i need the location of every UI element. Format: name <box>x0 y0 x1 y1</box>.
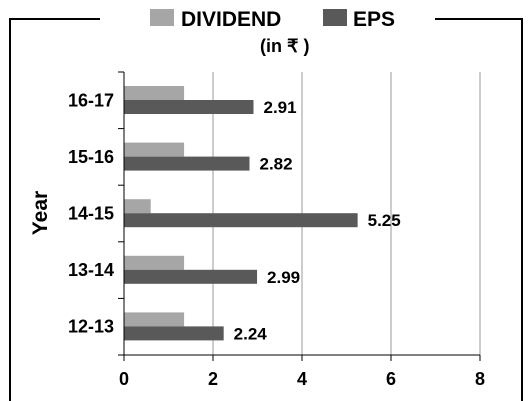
data-label-eps: 5.25 <box>368 211 401 230</box>
bars <box>124 86 358 341</box>
data-label-eps: 2.24 <box>234 324 268 343</box>
data-label-eps: 2.99 <box>267 268 300 287</box>
x-ticks: 0 2 4 6 8 <box>118 71 485 389</box>
unit-label: (in ₹ ) <box>260 36 309 56</box>
bar-dividend <box>124 199 151 214</box>
bar-eps <box>124 269 258 284</box>
category-label: 15-16 <box>68 147 114 167</box>
category-labels: 12-13 13-14 14-15 15-16 16-17 <box>68 90 114 336</box>
x-tick-label: 8 <box>475 369 485 389</box>
data-label-eps: 2.91 <box>263 98 296 117</box>
category-label: 13-14 <box>68 260 114 280</box>
bar-dividend <box>124 312 185 327</box>
bar-dividend <box>124 86 185 100</box>
legend-label-eps: EPS <box>353 8 395 31</box>
x-tick-label: 4 <box>297 369 307 389</box>
bar-dividend <box>124 142 185 157</box>
bar-dividend <box>124 255 185 270</box>
legend-swatch-eps <box>323 9 347 26</box>
legend-label-dividend: DIVIDEND <box>181 8 281 31</box>
x-tick-label: 0 <box>119 369 129 389</box>
bar-eps <box>124 213 358 228</box>
value-labels: 2.24 2.99 5.25 2.82 2.91 <box>234 98 401 343</box>
category-label: 16-17 <box>68 90 114 110</box>
category-label: 14-15 <box>68 204 114 224</box>
category-label: 12-13 <box>68 317 114 337</box>
y-axis-title: Year <box>29 191 52 235</box>
data-label-eps: 2.82 <box>259 155 292 174</box>
x-tick-label: 2 <box>208 369 218 389</box>
legend-swatch-dividend <box>150 9 174 26</box>
bar-eps <box>124 326 224 341</box>
x-tick-label: 6 <box>386 369 396 389</box>
legend: DIVIDEND EPS (in ₹ ) <box>150 8 395 56</box>
bar-eps <box>124 100 254 114</box>
bar-eps <box>124 156 250 171</box>
